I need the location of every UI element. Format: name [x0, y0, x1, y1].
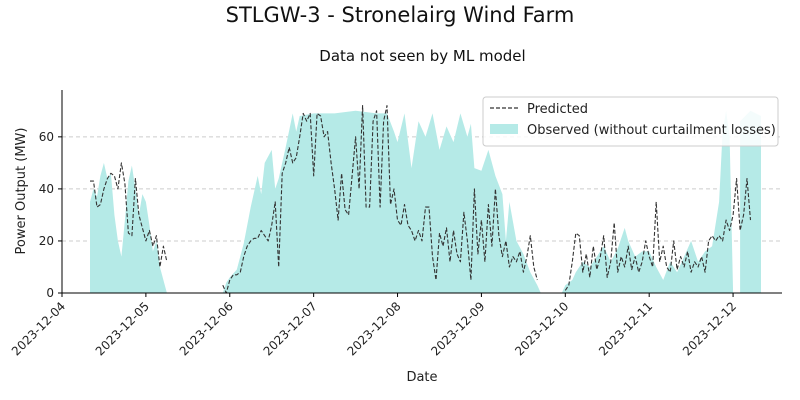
x-tick-label: 2023-12-07	[261, 299, 320, 358]
x-tick-label: 2023-12-11	[596, 299, 655, 358]
predicted-line-segment	[222, 105, 538, 294]
predicted-line-layer	[90, 105, 752, 294]
x-axis-label: Date	[406, 370, 437, 385]
y-axis-label: Power Output (MW)	[14, 128, 29, 255]
predicted-line-segment	[90, 162, 168, 268]
legend-predicted-label: Predicted	[527, 102, 588, 117]
x-tick-label: 2023-12-09	[428, 299, 487, 358]
y-tick-label: 40	[39, 182, 54, 196]
chart-subtitle: Data not seen by ML model	[319, 47, 526, 65]
legend-observed-swatch	[490, 124, 518, 134]
chart-title: STLGW-3 - Stronelairg Wind Farm	[225, 3, 575, 27]
x-tick-label: 2023-12-12	[680, 299, 739, 358]
axes	[61, 90, 782, 294]
legend-box	[482, 96, 779, 147]
x-tick-label: 2023-12-06	[177, 299, 236, 358]
x-tick-label: 2023-12-04	[9, 299, 68, 358]
y-tick-label: 0	[46, 286, 54, 300]
y-tick-label: 60	[39, 130, 54, 144]
legend-observed-label: Observed (without curtailment losses)	[527, 123, 776, 138]
x-tick-label: 2023-12-10	[512, 299, 571, 358]
predicted-line-segment	[564, 177, 752, 291]
observed-area	[90, 110, 761, 293]
x-tick-label: 2023-12-05	[93, 299, 152, 358]
y-tick-label: 20	[39, 234, 54, 248]
legend: Predicted Observed (without curtailment …	[482, 96, 779, 147]
x-tick-label: 2023-12-08	[344, 299, 403, 358]
observed-area-layer	[90, 110, 761, 293]
